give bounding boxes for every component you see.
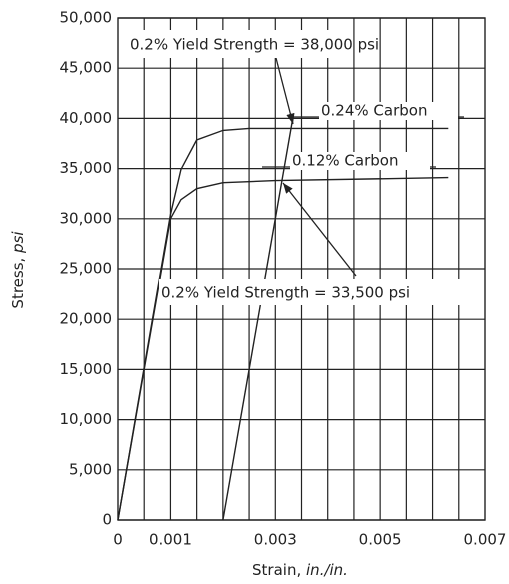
annotation-box bbox=[159, 279, 475, 305]
label-bg bbox=[319, 102, 458, 120]
annotation: 0.2% Yield Strength = 33,500 psi bbox=[161, 284, 410, 302]
y-tick-label: 40,000 bbox=[60, 109, 113, 127]
series-label: 0.24% Carbon bbox=[321, 102, 427, 120]
stress-strain-curve bbox=[117, 176, 449, 521]
y-tick-label: 5,000 bbox=[69, 460, 112, 478]
y-tick-label: 50,000 bbox=[60, 9, 113, 27]
annotation-box bbox=[128, 30, 332, 58]
annotation-arrow bbox=[282, 182, 357, 277]
y-tick-label: 20,000 bbox=[60, 310, 113, 328]
y-tick-label: 0 bbox=[102, 511, 112, 529]
label-bg bbox=[290, 152, 430, 170]
x-tick-label: 0.005 bbox=[359, 531, 402, 549]
annotation-arrow bbox=[275, 57, 295, 125]
y-tick-label: 10,000 bbox=[60, 410, 113, 428]
x-axis-label: Strain, in./in. bbox=[252, 561, 348, 579]
x-tick-label: 0.003 bbox=[254, 531, 297, 549]
stress-strain-curve bbox=[117, 127, 449, 521]
y-tick-label: 15,000 bbox=[60, 360, 113, 378]
y-tick-label: 25,000 bbox=[60, 260, 113, 278]
annotation: 0.2% Yield Strength = 38,000 psi bbox=[130, 36, 379, 54]
x-tick-label: 0 bbox=[113, 531, 123, 549]
x-tick-label: 0.001 bbox=[149, 531, 192, 549]
y-tick-label: 35,000 bbox=[60, 159, 113, 177]
x-tick-label: 0.007 bbox=[464, 531, 507, 549]
y-tick-label: 30,000 bbox=[60, 209, 113, 227]
y-tick-label: 45,000 bbox=[60, 59, 113, 77]
series-label: 0.12% Carbon bbox=[292, 152, 398, 170]
y-axis-label: Stress, psi bbox=[9, 231, 27, 309]
offset-line bbox=[222, 116, 294, 521]
